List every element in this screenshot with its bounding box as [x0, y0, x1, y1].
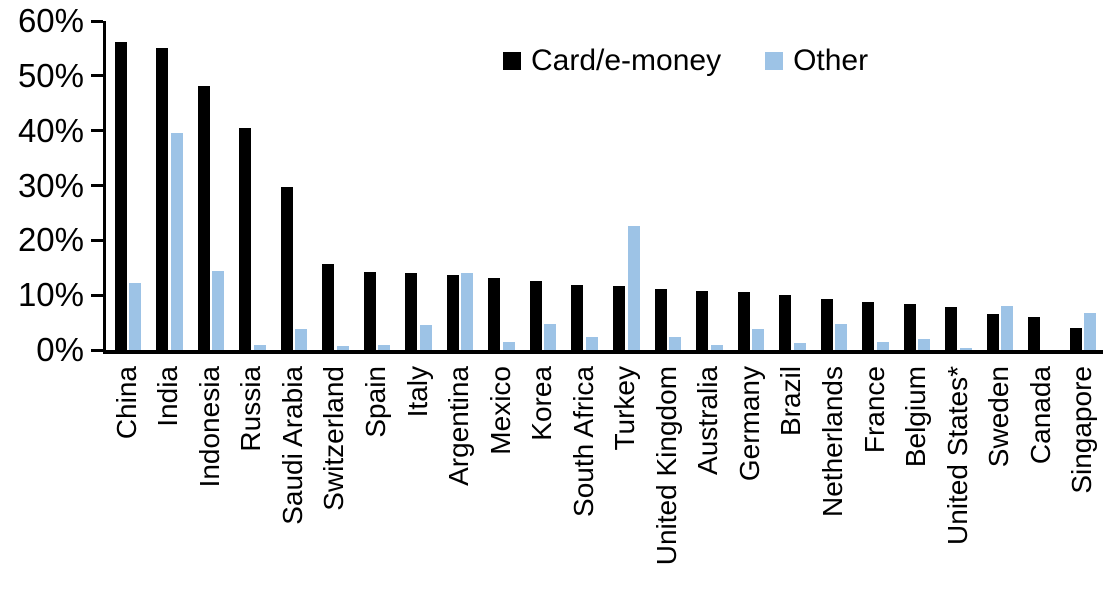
bar-card-e-money-russia	[239, 128, 252, 350]
x-label-france: France	[858, 366, 890, 454]
x-label-sweden: Sweden	[983, 366, 1015, 468]
bar-card-e-money-china	[114, 41, 127, 350]
bar-card-e-money-france	[862, 301, 875, 350]
legend-swatch-other	[765, 52, 784, 70]
bar-other-switzerland	[336, 346, 349, 350]
bar-other-saudi-arabia	[295, 329, 308, 350]
bar-other-france	[876, 341, 889, 350]
x-label-saudi-arabia: Saudi Arabia	[276, 366, 308, 525]
bar-card-e-money-indonesia	[197, 85, 210, 350]
bar-other-turkey	[627, 226, 640, 350]
bar-other-india	[170, 132, 183, 350]
x-label-india: India	[152, 366, 184, 427]
x-label-china: China	[110, 366, 142, 440]
bar-card-e-money-sweden	[986, 314, 999, 350]
y-axis-line	[103, 21, 106, 354]
bar-card-e-money-turkey	[613, 285, 625, 350]
x-label-indonesia: Indonesia	[193, 366, 225, 488]
bar-other-singapore	[1084, 313, 1097, 350]
y-tick-30	[91, 184, 103, 187]
bar-card-e-money-argentina	[446, 275, 459, 350]
y-tick-40	[91, 129, 103, 133]
legend: Card/e-money Other	[503, 44, 868, 78]
y-tick-20	[91, 238, 103, 242]
x-label-spain: Spain	[359, 366, 391, 438]
x-label-united-states: United States*	[941, 366, 973, 545]
bar-other-belgium	[918, 339, 931, 350]
x-label-canada: Canada	[1024, 366, 1056, 465]
x-label-brazil: Brazil	[775, 366, 807, 437]
x-label-germany: Germany	[733, 366, 765, 482]
bar-other-united-states	[959, 348, 972, 350]
x-label-mexico: Mexico	[484, 366, 516, 455]
bar-card-e-money-mexico	[488, 278, 501, 350]
x-label-korea: Korea	[526, 366, 558, 441]
legend-label-other: Other	[793, 44, 869, 77]
legend-item-card-e-money: Card/e-money	[503, 44, 721, 78]
x-label-switzerland: Switzerland	[318, 366, 350, 511]
bar-other-italy	[419, 324, 432, 350]
y-tick-label-40: 40%	[17, 111, 84, 149]
y-tick-label-30: 30%	[17, 166, 84, 204]
y-tick-10	[91, 293, 103, 297]
x-label-belgium: Belgium	[899, 366, 931, 468]
bar-other-south-africa	[585, 336, 598, 350]
bar-card-e-money-singapore	[1069, 328, 1082, 350]
bar-card-e-money-india	[156, 48, 169, 350]
y-tick-label-0: 0%	[36, 331, 84, 368]
x-axis-line	[103, 350, 1103, 354]
bar-card-e-money-italy	[405, 272, 418, 350]
y-tick-label-50: 50%	[17, 56, 84, 94]
x-label-netherlands: Netherlands	[816, 366, 848, 517]
bar-card-e-money-saudi-arabia	[280, 186, 293, 350]
bar-card-e-money-australia	[696, 290, 709, 350]
x-label-italy: Italy	[401, 366, 433, 418]
legend-item-other: Other	[765, 44, 868, 78]
bar-card-e-money-united-states	[945, 306, 958, 350]
x-label-singapore: Singapore	[1066, 366, 1098, 494]
bar-card-e-money-germany	[737, 291, 750, 350]
bar-card-e-money-netherlands	[820, 299, 833, 350]
bar-other-brazil	[793, 343, 806, 350]
bar-card-e-money-united-kingdom	[654, 288, 667, 350]
bar-card-e-money-switzerland	[322, 263, 335, 350]
bar-other-united-kingdom	[669, 336, 682, 350]
bar-other-australia	[710, 344, 723, 350]
bar-other-argentina	[461, 272, 474, 350]
y-tick-0	[91, 348, 103, 352]
y-tick-50	[91, 74, 103, 78]
bar-card-e-money-korea	[529, 281, 542, 350]
legend-label-card-e-money: Card/e-money	[531, 44, 722, 77]
x-label-russia: Russia	[235, 366, 267, 452]
bar-other-china	[129, 282, 141, 350]
x-label-united-kingdom: United Kingdom	[650, 366, 682, 566]
x-label-south-africa: South Africa	[567, 366, 599, 517]
bar-other-mexico	[502, 341, 515, 350]
x-label-argentina: Argentina	[443, 366, 474, 486]
bar-other-sweden	[1001, 305, 1014, 350]
bar-card-e-money-spain	[363, 272, 376, 350]
bar-other-indonesia	[212, 271, 225, 350]
y-tick-60	[91, 19, 103, 23]
bar-card-e-money-canada	[1028, 317, 1041, 350]
bar-card-e-money-brazil	[779, 295, 792, 350]
bar-card-e-money-belgium	[903, 304, 916, 350]
bar-other-korea	[544, 324, 557, 350]
y-tick-label-60: 60%	[17, 2, 84, 39]
y-tick-label-10: 10%	[17, 276, 84, 314]
legend-swatch-card-e-money	[503, 52, 521, 70]
x-label-turkey: Turkey	[609, 366, 641, 451]
bar-card-e-money-south-africa	[571, 284, 584, 350]
x-label-australia: Australia	[692, 366, 724, 475]
bar-other-spain	[378, 344, 391, 350]
y-tick-label-20: 20%	[17, 221, 84, 259]
bar-other-germany	[752, 328, 765, 350]
bar-other-russia	[253, 345, 266, 350]
bar-other-netherlands	[835, 323, 848, 350]
